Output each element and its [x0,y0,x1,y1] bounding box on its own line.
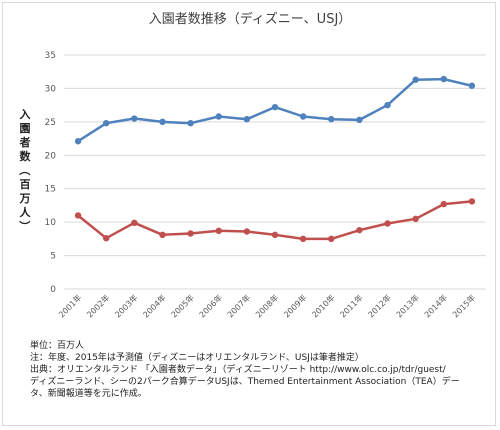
y-axis-label-char: （ [18,165,31,176]
series-2-point [159,231,166,239]
x-tick-label: 2013年 [394,292,421,319]
y-tick-label: 0 [50,285,56,295]
series-1-point [159,118,166,126]
series-2-point [328,235,335,243]
series-1-point [131,115,138,122]
source-line-1: 出典：オリエンタルランド 「入園者数データ」（ディズニーリゾート http://… [30,365,446,375]
x-tick-label: 2012年 [366,292,393,319]
series-1-point [299,113,307,120]
y-axis-label-char: ） [18,221,31,232]
series-1-point [356,116,363,124]
x-tick-label: 2004年 [141,292,168,319]
x-tick-label: 2006年 [197,292,224,319]
y-tick-label: 20 [45,151,57,161]
series-2-point [299,235,307,243]
y-axis-label-char: 万 [19,192,31,205]
series-1-point [74,138,82,145]
y-tick-label: 10 [45,218,57,228]
y-tick-label: 5 [50,252,56,262]
series-2-point [412,215,419,222]
y-axis-label-char: 百 [20,178,31,191]
x-tick-label: 2007年 [225,292,252,319]
y-axis-label-char: 者 [19,135,31,149]
x-tick-label: 2014年 [422,292,449,319]
unit-note: 単位：百万人 [30,341,85,351]
series-2-point [356,226,363,234]
series-1-point [468,82,476,89]
x-tick-label: 2008年 [253,292,280,319]
y-tick-label: 35 [45,51,56,61]
source-line-3: タ、新聞報道等を元に作成。 [30,389,147,399]
series-2-point [103,234,110,242]
y-axis-label-char: 入 [20,108,31,121]
y-axis-label-char: 人 [20,205,32,219]
chart-title: 入園者数推移（ディズニー、USJ） [148,12,352,27]
series-2-point [215,227,222,235]
series-1-point [243,115,251,123]
series-1-point [103,119,110,127]
series-2-point [131,219,138,227]
series-1-point [271,103,279,111]
series-1-point [412,76,419,83]
source-line-2: ディズニーランド、シーの2パーク合算データUSJは、Themed Enterta… [30,377,460,387]
x-tick-label: 2001年 [56,292,83,319]
series-2-point [440,200,447,208]
chart-notes: 単位：百万人 注：年度、2015年は予測値（ディズニーはオリエンタルランド、US… [30,340,492,400]
series-2-point [187,230,194,237]
series-2-point [74,212,82,219]
series-1-point [187,119,194,127]
series-2-point [468,198,476,205]
footnote: 注：年度、2015年は予測値（ディズニーはオリエンタルランド、USJは筆者推定） [30,353,364,363]
x-tick-label: 2011年 [338,292,365,319]
series-1-point [440,75,447,83]
y-axis-label-char: 数 [20,149,32,163]
x-tick-label: 2009年 [281,292,308,319]
series-2-point [243,228,251,235]
x-tick-label: 2005年 [169,292,196,319]
series-2-point [384,220,391,227]
x-tick-label: 2010年 [310,292,337,319]
y-tick-label: 15 [45,185,56,195]
series-1-point [384,101,391,109]
series-1-point [328,115,335,123]
y-tick-label: 30 [45,84,57,94]
x-tick-label: 2015年 [450,292,477,319]
series-1-point [215,113,222,120]
y-tick-label: 25 [45,118,56,128]
y-axis-label-char: 園 [20,122,31,135]
x-tick-label: 2003年 [113,292,140,319]
chart-frame [2,2,496,426]
x-tick-label: 2002年 [84,292,111,319]
series-2-point [271,231,279,239]
